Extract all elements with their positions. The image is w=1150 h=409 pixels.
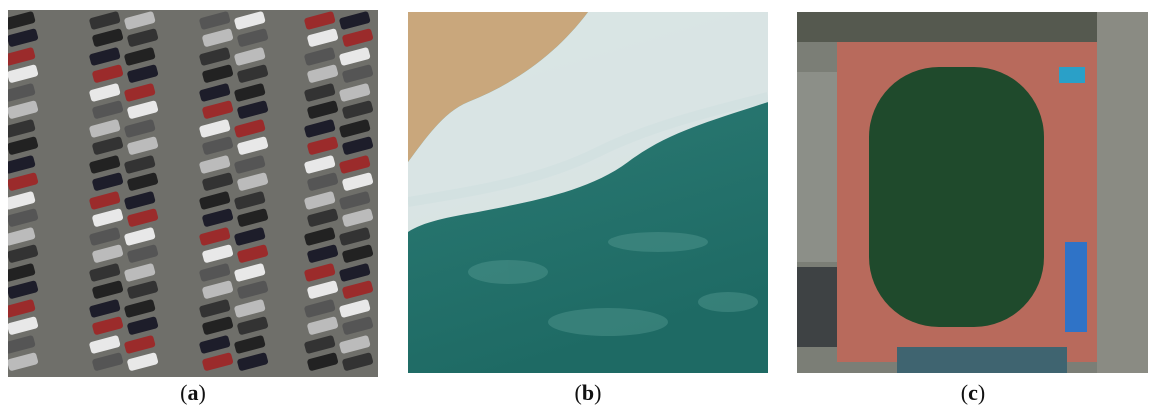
- parking-lot-image: [8, 10, 378, 377]
- caption-close: ): [978, 380, 985, 405]
- caption-open: (: [180, 380, 187, 405]
- caption-open: (: [961, 380, 968, 405]
- caption-close: ): [199, 380, 206, 405]
- caption-letter: b: [582, 380, 594, 405]
- caption-letter: a: [188, 380, 199, 405]
- caption: (b): [558, 380, 618, 406]
- stadium-image: [797, 12, 1148, 373]
- caption-open: (: [575, 380, 582, 405]
- caption: (a): [163, 380, 223, 406]
- caption: (c): [943, 380, 1003, 406]
- figure: (a) (b) (c): [0, 0, 1150, 409]
- coastline-image: [408, 12, 768, 373]
- caption-close: ): [594, 380, 601, 405]
- caption-letter: c: [968, 380, 978, 405]
